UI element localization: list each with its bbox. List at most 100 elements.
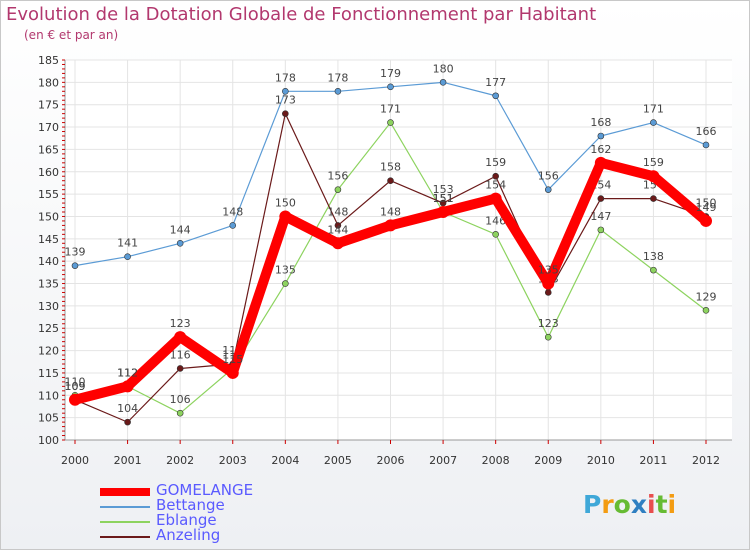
data-point-anzeling [334, 222, 342, 229]
data-point-anzeling [597, 195, 605, 202]
data-label-gomelange: 162 [590, 143, 611, 156]
data-label-eblange: 171 [380, 103, 401, 116]
y-tick-label: 160 [38, 166, 59, 179]
data-label-bettange: 179 [380, 67, 401, 80]
legend-swatch-bettange [100, 506, 150, 508]
data-label-gomelange: 151 [433, 192, 454, 205]
y-tick-label: 100 [38, 434, 59, 447]
data-point-eblange [702, 307, 710, 314]
data-point-gomelange [279, 210, 292, 223]
data-point-gomelange [437, 206, 450, 218]
data-label-bettange: 148 [222, 205, 243, 218]
data-point-bettange [71, 262, 79, 269]
y-tick-label: 125 [38, 322, 59, 335]
y-tick-label: 185 [38, 54, 59, 67]
data-label-gomelange: 148 [380, 205, 401, 218]
data-point-eblange [334, 186, 342, 193]
data-label-gomelange: 144 [327, 223, 348, 236]
legend-swatch-eblange [100, 521, 150, 523]
proxiti-logo: Proxiti [583, 490, 677, 519]
data-label-bettange: 139 [65, 246, 86, 259]
data-label-gomelange: 149 [696, 201, 717, 214]
data-label-eblange: 156 [327, 170, 348, 183]
data-point-bettange [650, 119, 657, 126]
data-label-eblange: 110 [65, 375, 86, 388]
y-tick-label: 150 [38, 210, 59, 223]
chart-subtitle: (en € et par an) [24, 28, 119, 42]
data-point-bettange [387, 83, 394, 91]
data-label-gomelange: 159 [643, 156, 664, 169]
data-point-eblange [282, 280, 289, 287]
data-point-gomelange [594, 156, 607, 169]
data-point-gomelange [121, 380, 134, 393]
legend-label-gomelange: GOMELANGE [156, 481, 254, 499]
data-point-anzeling [282, 110, 289, 117]
data-label-gomelange: 115 [222, 353, 243, 366]
x-tick-label: 2004 [271, 454, 299, 467]
data-point-bettange [176, 239, 184, 247]
data-point-anzeling [387, 177, 394, 185]
data-label-bettange: 166 [696, 125, 717, 138]
y-tick-label: 130 [38, 300, 59, 313]
data-label-gomelange: 135 [538, 264, 559, 277]
data-point-gomelange [331, 237, 344, 250]
y-tick-label: 105 [38, 412, 59, 425]
data-label-eblange: 151 [433, 192, 454, 205]
data-point-eblange [650, 266, 657, 274]
data-point-anzeling [544, 289, 552, 296]
y-tick-label: 115 [38, 367, 59, 380]
data-point-gomelange [384, 219, 397, 232]
data-label-eblange: 106 [170, 393, 191, 406]
y-tick-label: 120 [38, 345, 59, 358]
x-tick-label: 2006 [377, 454, 405, 467]
data-point-gomelange [700, 214, 712, 227]
data-point-anzeling [124, 418, 131, 426]
data-label-gomelange: 109 [65, 380, 86, 393]
x-tick-label: 2005 [324, 454, 352, 467]
data-label-bettange: 178 [327, 71, 348, 84]
x-tick-label: 2000 [61, 454, 89, 467]
data-point-bettange [702, 141, 710, 149]
data-label-gomelange: 150 [275, 196, 296, 209]
x-tick-label: 2010 [587, 454, 615, 467]
y-tick-label: 155 [38, 188, 59, 201]
x-tick-label: 2003 [219, 454, 247, 467]
data-label-bettange: 144 [170, 223, 191, 236]
data-label-bettange: 156 [538, 170, 559, 183]
data-point-gomelange [647, 170, 660, 183]
data-label-eblange: 146 [485, 214, 506, 227]
data-label-anzeling: 148 [327, 205, 348, 218]
x-tick-label: 2001 [114, 454, 142, 467]
data-label-bettange: 177 [485, 76, 506, 89]
y-tick-label: 165 [38, 143, 59, 156]
data-label-eblange: 129 [696, 290, 717, 303]
data-point-bettange [124, 253, 131, 261]
data-point-bettange [334, 87, 342, 95]
chart-title: Evolution de la Dotation Globale de Fonc… [6, 4, 597, 25]
x-tick-label: 2012 [692, 454, 720, 467]
data-point-gomelange [174, 331, 187, 344]
data-label-bettange: 141 [117, 237, 138, 250]
data-label-gomelange: 112 [117, 366, 138, 379]
x-tick-label: 2008 [482, 454, 510, 467]
data-label-bettange: 178 [275, 71, 296, 84]
x-tick-label: 2007 [429, 454, 457, 467]
data-label-anzeling: 104 [117, 402, 138, 415]
data-label-eblange: 123 [538, 317, 559, 330]
data-label-bettange: 171 [643, 103, 664, 116]
data-point-anzeling [492, 172, 499, 180]
legend-swatch-gomelange [100, 488, 150, 496]
data-label-eblange: 135 [275, 264, 296, 277]
data-label-anzeling: 158 [380, 161, 401, 174]
data-label-anzeling: 116 [170, 348, 191, 361]
data-point-bettange [597, 132, 605, 140]
data-label-eblange: 138 [643, 250, 664, 263]
data-label-anzeling: 159 [485, 156, 506, 169]
y-tick-label: 140 [38, 255, 59, 268]
data-point-anzeling [176, 365, 184, 372]
data-point-gomelange [489, 192, 502, 205]
data-label-bettange: 168 [590, 116, 611, 129]
y-tick-label: 170 [38, 121, 59, 134]
data-point-eblange [387, 119, 394, 126]
